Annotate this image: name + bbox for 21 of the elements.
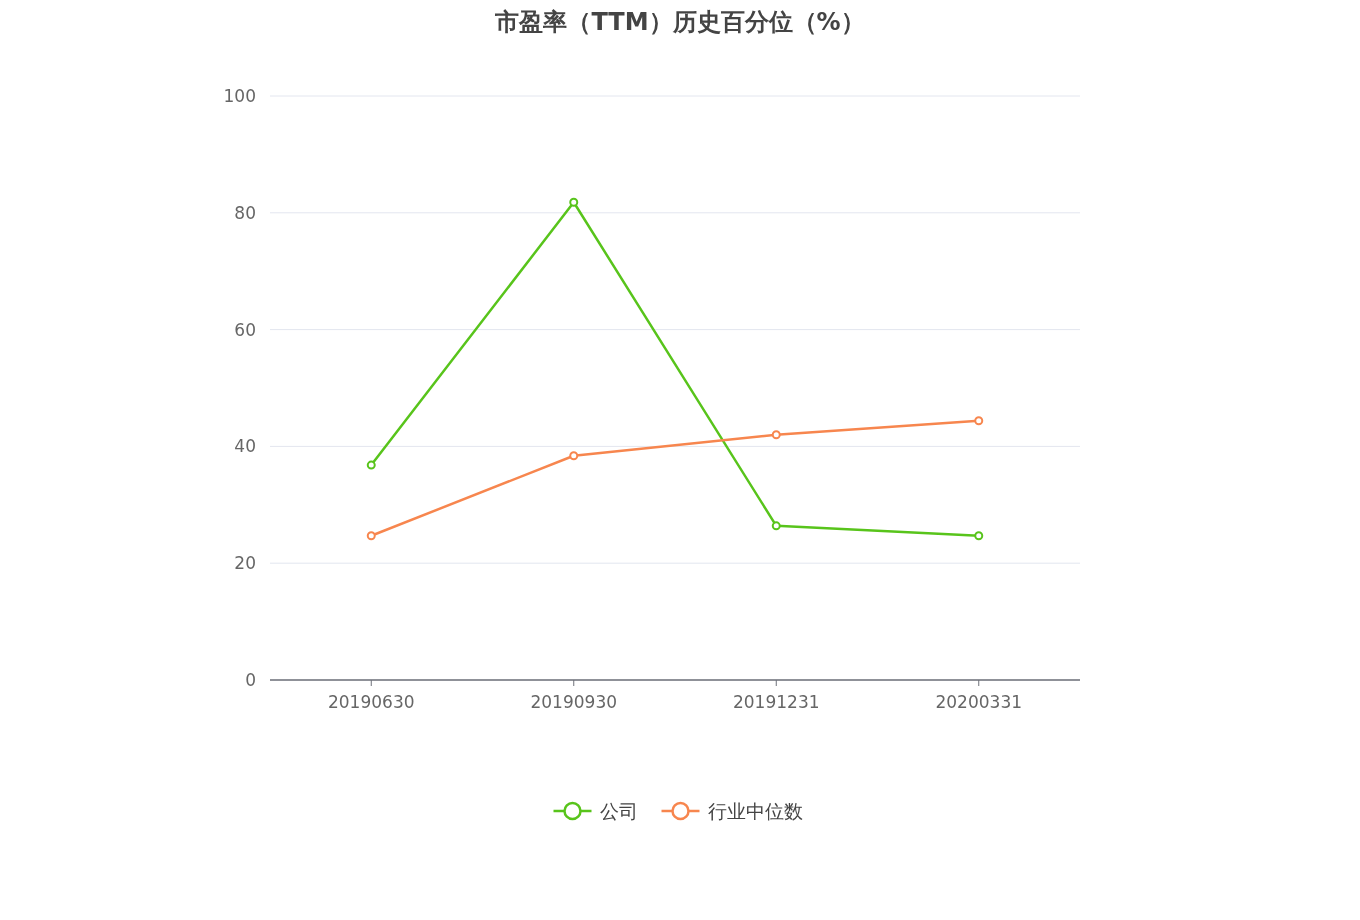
point — [974, 416, 984, 426]
point — [366, 531, 376, 541]
y-tick-label: 60 — [234, 319, 256, 340]
point — [569, 197, 579, 207]
x-tick-label: 20190930 — [530, 692, 618, 712]
y-tick-label: 20 — [234, 553, 256, 574]
point — [771, 521, 781, 531]
y-tick-label: 40 — [234, 436, 256, 457]
x-tick-label: 20200331 — [935, 692, 1023, 712]
x-tick-label: 20190630 — [327, 692, 415, 712]
point — [569, 451, 579, 461]
chart-title: 市盈率（TTM）历史百分位（%） — [494, 8, 865, 36]
point — [366, 460, 376, 470]
legend-label: 公司 — [599, 800, 638, 822]
y-tick-label: 0 — [245, 670, 256, 690]
x-tick-label: 20191231 — [732, 692, 820, 712]
y-tick-label: 100 — [223, 86, 256, 106]
point — [771, 430, 781, 440]
legend-label: 行业中位数 — [707, 800, 803, 822]
point — [974, 531, 984, 541]
y-tick-label: 80 — [234, 202, 256, 223]
